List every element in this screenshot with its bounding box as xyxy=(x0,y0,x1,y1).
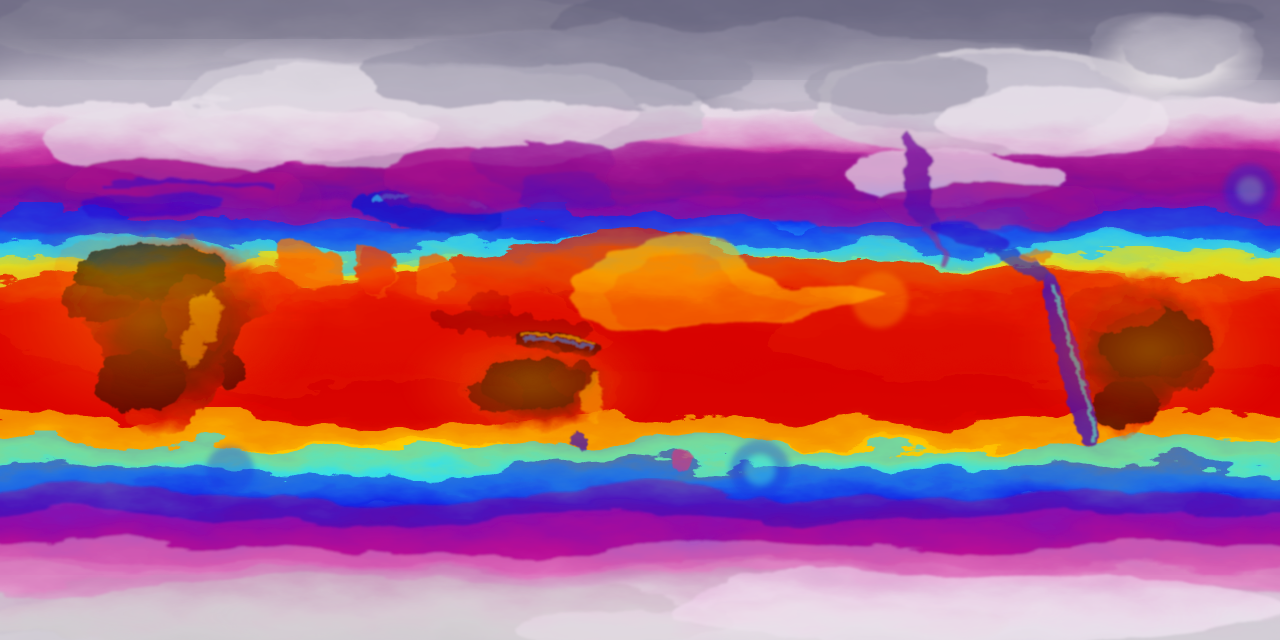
cyclonic-eddies xyxy=(206,164,1276,500)
